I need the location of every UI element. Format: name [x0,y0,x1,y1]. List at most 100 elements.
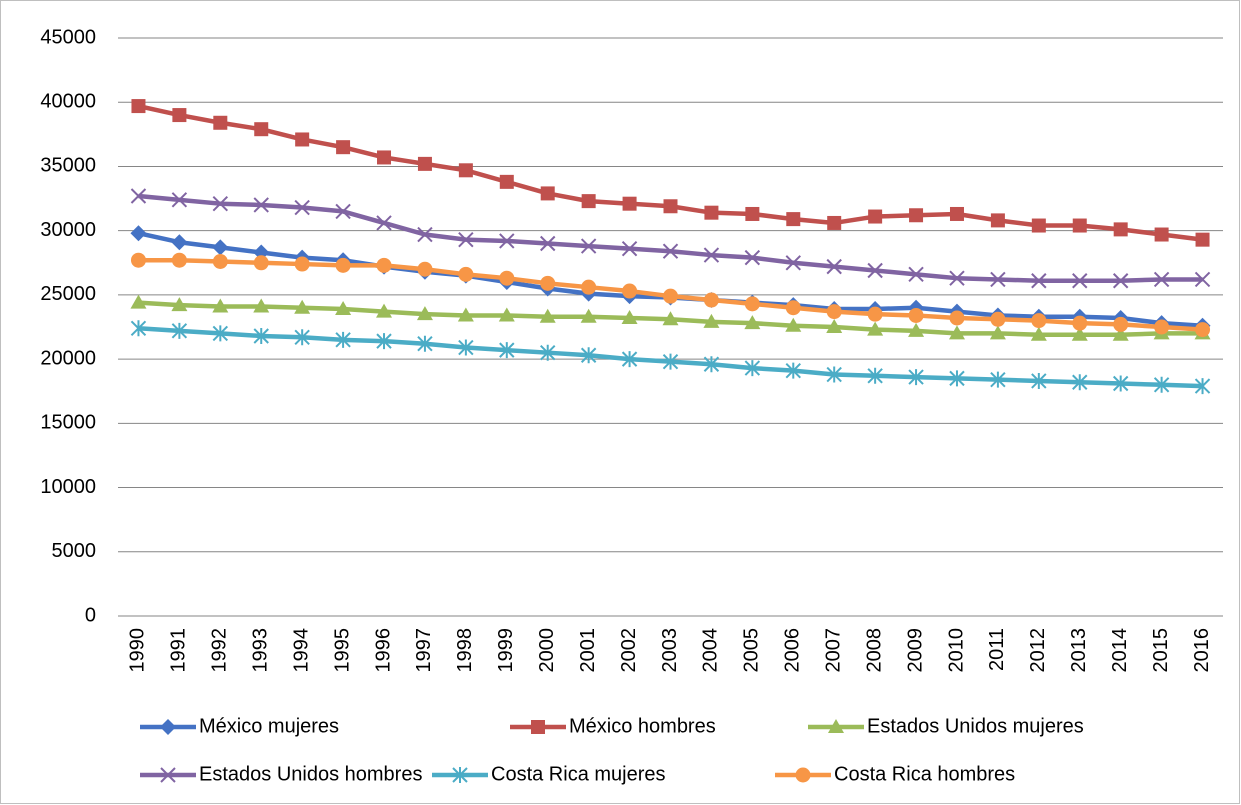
y-tick-label: 5000 [52,540,97,562]
data-point [622,283,638,299]
data-point [254,122,269,137]
legend-label: Costa Rica hombres [834,763,1015,785]
data-point [785,300,801,316]
data-point [1030,326,1047,341]
data-point [580,238,597,254]
data-point [171,192,188,208]
data-point [826,304,842,320]
data-point [990,213,1005,228]
data-point [295,132,310,147]
data-point [376,333,392,350]
x-tick-label: 1998 [454,628,476,673]
data-point [663,288,678,304]
data-point [335,331,351,348]
data-point [1154,227,1169,242]
data-point [130,188,147,204]
data-point [335,301,352,316]
data-point [622,196,637,211]
data-point [376,303,393,318]
data-point [1195,322,1211,338]
data-point [744,249,761,266]
data-point [294,329,310,346]
data-point [1195,232,1210,247]
x-tick-label: 2014 [1109,628,1131,673]
data-point [172,108,187,123]
data-point [1154,319,1170,335]
data-point [662,311,679,326]
x-tick-label: 2011 [986,628,1008,671]
legend-label: Estados Unidos hombres [199,763,422,785]
data-point [867,321,884,336]
data-point [704,205,719,220]
data-point [213,115,228,130]
data-point [867,367,883,384]
y-tick-label: 25000 [40,283,96,305]
data-point [786,212,801,227]
data-point [335,203,351,220]
data-point [540,186,555,201]
data-point [703,247,720,263]
data-point [253,197,269,213]
data-point [1071,326,1088,341]
data-point [171,234,188,251]
data-point [1031,372,1047,389]
data-point [1194,271,1211,288]
legend-label: México mujeres [199,715,339,737]
data-point [868,209,883,224]
data-point [663,199,678,214]
data-point [377,150,392,165]
data-point [867,306,883,322]
data-point [948,325,965,340]
y-tick-label: 35000 [40,155,96,177]
data-point [416,306,433,321]
data-point [703,356,720,373]
data-point [909,208,924,223]
x-tick-label: 2002 [618,628,640,673]
data-point [949,370,965,387]
data-point [827,215,842,230]
data-point [1031,273,1047,289]
data-point [417,156,432,171]
x-tick-label: 2015 [1150,628,1172,673]
data-point [130,294,147,309]
data-point [253,298,270,313]
x-tick-label: 1997 [413,628,435,673]
data-point [1113,222,1128,237]
x-tick-label: 1991 [168,628,190,673]
legend-label: Costa Rica mujeres [491,763,666,785]
y-tick-label: 45000 [40,26,96,48]
data-point [1153,376,1170,393]
data-point [540,344,556,361]
data-point [581,279,597,295]
data-point [336,140,351,155]
data-point [335,257,351,273]
x-tick-label: 1992 [209,628,231,673]
data-point [294,199,310,216]
data-point [131,99,146,114]
data-point [130,320,147,337]
data-point [540,235,556,252]
data-point [621,351,638,368]
data-point [580,308,597,323]
data-point [294,299,311,314]
x-tick-label: 1993 [250,628,272,673]
data-point [949,310,965,326]
data-point [458,266,474,282]
data-point [826,258,842,275]
data-point [949,270,965,286]
data-point [417,261,433,277]
data-point [171,297,188,312]
legend-marker [160,719,176,735]
x-tick-label: 2013 [1068,628,1090,673]
data-point [498,307,515,322]
data-point [1031,313,1047,329]
data-point [130,252,146,268]
data-point [908,322,925,337]
data-point [621,240,638,257]
y-tick-label: 10000 [40,476,96,498]
data-point [1112,326,1129,341]
data-point [458,163,473,178]
x-tick-label: 2010 [945,628,967,673]
data-point [908,369,924,386]
